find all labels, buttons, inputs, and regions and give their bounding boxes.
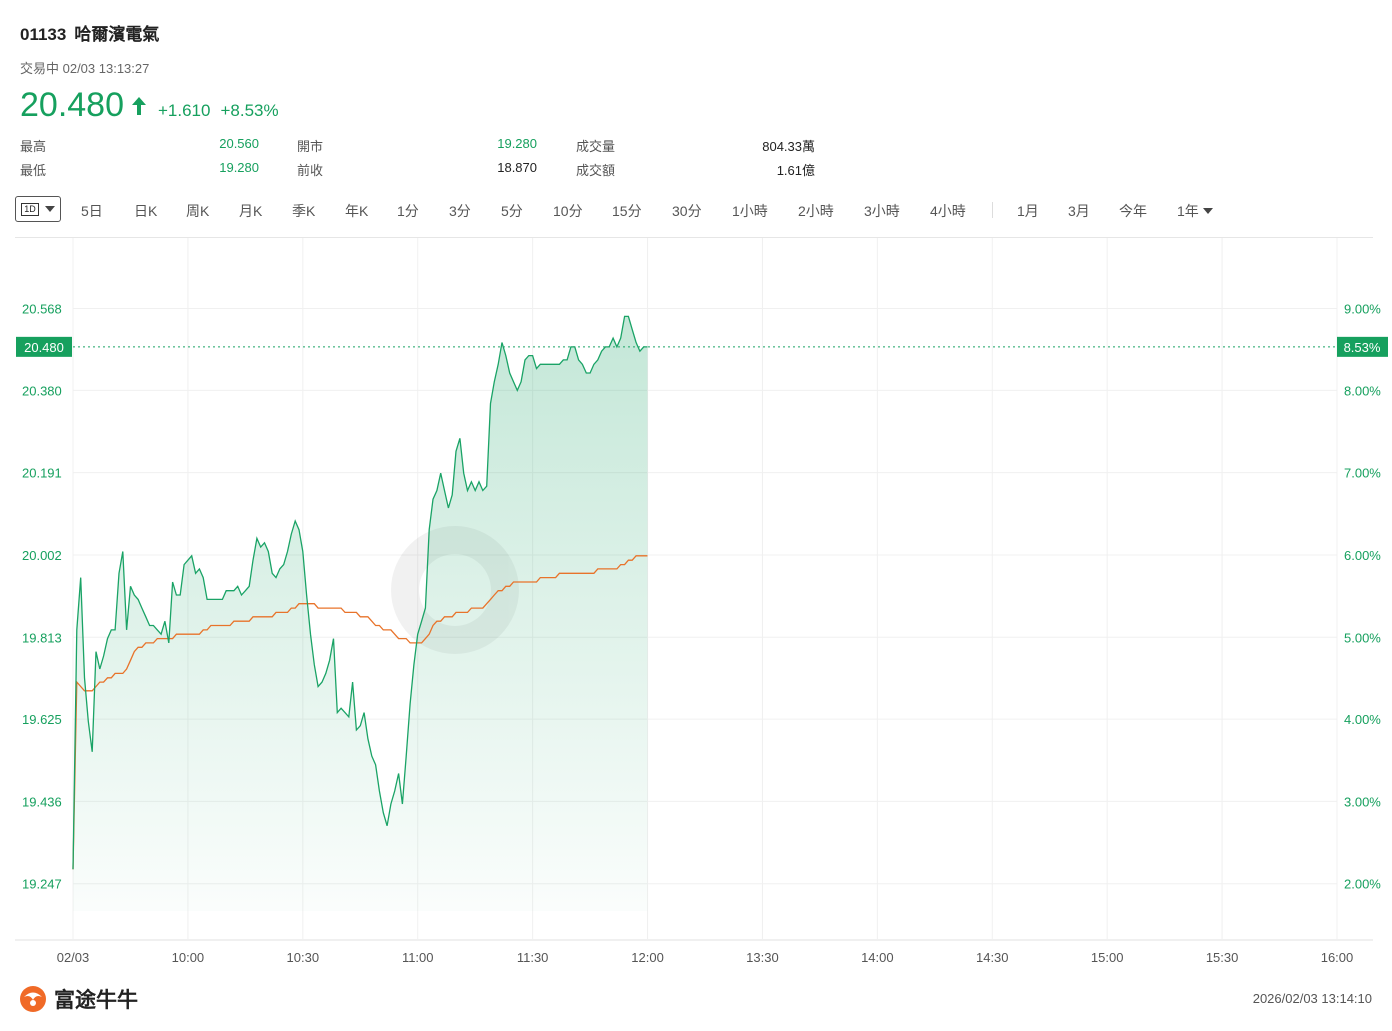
x-tick-label: 12:00 [631,950,664,965]
y-tick-label-right: 4.00% [1344,712,1381,727]
y-tick-label-left: 19.813 [22,630,62,645]
y-tick-label-right: 3.00% [1344,794,1381,809]
stock-code: 01133 [20,25,67,44]
y-tick-label-left: 20.380 [22,383,62,398]
y-tick-label-left: 20.191 [22,466,62,481]
y-tick-label-left: 20.568 [22,302,62,317]
price-line [72,315,648,870]
stat-value-prev-close: 18.870 [497,160,537,175]
stat-value-turnover: 1.61億 [776,163,815,178]
y-axis-right: 9.00% 8.00% 7.00% 6.00% 5.00% 4.00% 3.00% 2.00% [1344,302,1381,892]
y-tick-label-right: 8.00% [1344,383,1381,398]
stats-grid: 最高 20.560 最低 19.280 開市 19.280 前收 18.870 … [20,136,820,184]
period-dropdown-label: 1D [21,202,39,216]
stat-value-low: 19.280 [219,160,259,175]
tab-15-min[interactable]: 15分 [612,203,642,219]
x-tick-label: 15:30 [1206,950,1239,965]
futu-logo-icon [20,986,46,1012]
y-axis-left: 20.568 20.380 20.191 20.002 19.813 19.625 19.4… [22,302,62,892]
tab-quarter-k[interactable]: 季K [292,203,316,219]
stat-label-volume: 成交量 [576,139,616,154]
stock-header: 01133 哈爾濱電氣 [20,20,159,45]
stat-label-low: 最低 [20,163,47,178]
period-toolbar: 1D 5日 日K 周K 月K 季K 年K 1分 3分 5分 10分 15分 30… [15,196,1375,226]
y-tick-label-right: 5.00% [1344,630,1381,645]
chevron-down-icon [44,206,55,212]
x-tick-label: 13:30 [746,950,779,965]
x-tick-label: 02/03 [57,950,90,965]
y-tick-label-left: 19.625 [22,712,62,727]
x-tick-label: 14:30 [976,950,1009,965]
stat-label-prev-close: 前收 [297,163,324,178]
current-price: 20.480 [20,86,124,124]
tab-year-k[interactable]: 年K [345,203,369,219]
x-tick-label: 11:30 [517,950,549,965]
tab-1-month[interactable]: 1月 [1017,203,1039,219]
period-dropdown[interactable]: 1D [15,196,61,222]
tab-5-day[interactable]: 5日 [81,203,103,219]
x-tick-label: 11:00 [402,950,434,965]
price-change-pct: +8.53% [220,101,279,120]
tab-week-k[interactable]: 周K [186,203,210,219]
intraday-chart: 20.568 20.380 20.191 20.002 19.813 19.625 19.4… [15,238,1388,965]
y-tick-label-right: 2.00% [1344,877,1381,892]
x-tick-label: 16:00 [1321,950,1354,965]
x-tick-label: 10:00 [172,950,205,965]
price-area [73,316,648,911]
y-tick-label-left: 20.002 [22,548,62,563]
stat-label-high: 最高 [20,139,47,154]
current-pct-tag-right: 8.53% [1344,340,1381,355]
y-tick-label-left: 19.436 [22,794,62,809]
current-price-tag-left: 20.480 [24,340,64,355]
brand-name: 富途牛牛 [54,989,138,1012]
x-tick-label: 15:00 [1091,950,1124,965]
stat-label-open: 開市 [297,139,324,154]
footer-brand: 富途牛牛 [18,984,138,1014]
tab-3-min[interactable]: 3分 [449,203,471,219]
stat-label-turnover: 成交額 [576,163,616,178]
y-tick-label-right: 6.00% [1344,548,1381,563]
tab-1-year[interactable]: 1年 [1177,203,1199,219]
tab-month-k[interactable]: 月K [239,203,263,219]
price-row: 20.480 +1.610 +8.53% [20,86,279,125]
price-change: +1.610 [158,101,211,120]
arrow-up-icon [132,96,146,115]
x-tick-label: 10:30 [287,950,320,965]
current-price-tag: 20.480 [16,336,72,357]
stock-title: 01133 哈爾濱電氣 [20,20,159,45]
stat-value-high: 20.560 [219,136,259,151]
tab-3-month[interactable]: 3月 [1068,203,1090,219]
tab-5-min[interactable]: 5分 [501,203,523,219]
tab-1-hour[interactable]: 1小時 [732,203,768,219]
trading-status: 交易中 02/03 13:13:27 [20,61,150,76]
tab-1-min[interactable]: 1分 [397,203,419,219]
toolbar-divider [992,202,993,218]
x-axis: 02/03 10:00 10:30 11:00 11:30 12:00 13:30 14:00… [57,950,1354,965]
tab-10-min[interactable]: 10分 [553,203,583,219]
stat-value-volume: 804.33萬 [762,139,815,154]
footer-timestamp: 2026/02/03 13:14:10 [1252,991,1372,1006]
current-pct-tag: 8.53% [1337,336,1388,357]
toolbar-divider-line [15,237,1373,238]
y-tick-label-right: 9.00% [1344,302,1381,317]
tab-30-min[interactable]: 30分 [672,203,702,219]
x-tick-label: 14:00 [861,950,894,965]
tab-day-k[interactable]: 日K [134,203,158,219]
stat-value-open: 19.280 [497,136,537,151]
tab-4-hour[interactable]: 4小時 [930,203,966,219]
stock-name: 哈爾濱電氣 [74,25,160,44]
tab-ytd[interactable]: 今年 [1119,203,1147,219]
y-tick-label-right: 7.00% [1344,466,1381,481]
tab-3-hour[interactable]: 3小時 [864,203,900,219]
tab-2-hour[interactable]: 2小時 [798,203,834,219]
y-tick-label-left: 19.247 [22,877,62,892]
chevron-down-icon[interactable] [1203,208,1213,214]
